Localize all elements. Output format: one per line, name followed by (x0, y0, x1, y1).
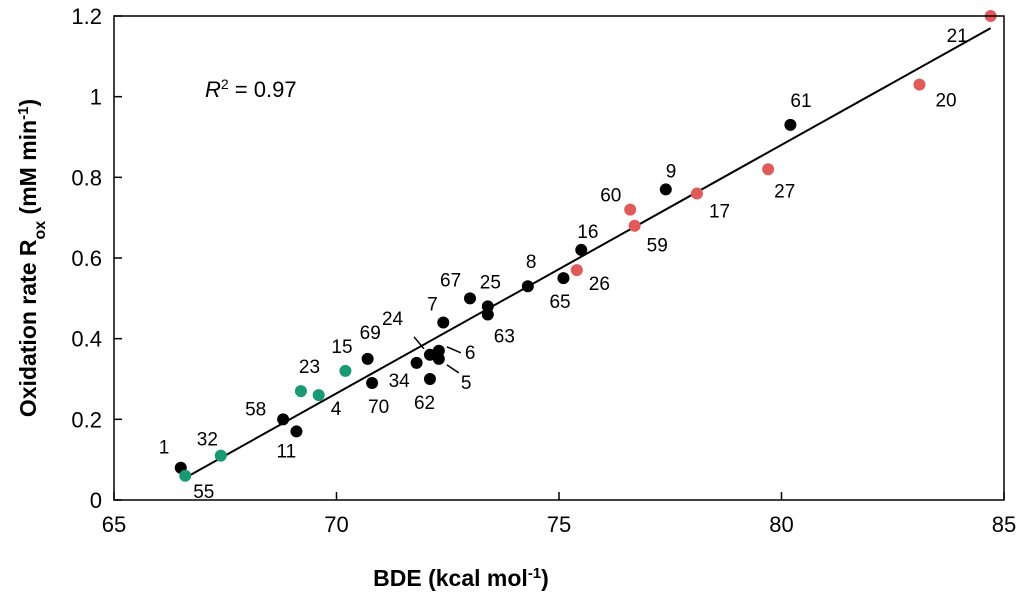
data-point-5 (432, 352, 445, 365)
r-squared-annotation: R2 = 0.97 (205, 76, 297, 102)
leader-line-24 (413, 336, 425, 350)
data-point-32 (214, 449, 227, 462)
data-point-60 (624, 203, 637, 216)
point-label-32: 32 (197, 430, 218, 451)
y-axis-title-main: Oxidation rate R (15, 239, 41, 417)
point-label-23: 23 (299, 357, 320, 378)
y-axis-title-sup: -1 (15, 107, 32, 120)
point-label-59: 59 (647, 236, 668, 257)
point-label-61: 61 (790, 91, 811, 112)
point-label-65: 65 (549, 292, 570, 313)
point-label-8: 8 (526, 252, 537, 273)
data-point-27 (762, 163, 775, 176)
point-label-15: 15 (331, 337, 352, 358)
data-point-63 (481, 308, 494, 321)
point-label-62: 62 (414, 393, 435, 414)
data-point-11 (290, 425, 303, 438)
point-label-1: 1 (159, 438, 170, 459)
y-axis-title-tail: ) (15, 99, 41, 107)
data-point-69 (361, 352, 374, 365)
y-tick-label: 0 (90, 488, 102, 513)
regression-line (184, 27, 992, 479)
point-label-5: 5 (461, 373, 472, 394)
x-axis-title: BDE (kcal mol-1) (373, 565, 549, 592)
point-label-27: 27 (774, 181, 795, 202)
y-axis-title-sub: ox (32, 221, 49, 240)
data-point-23 (294, 385, 307, 398)
x-axis-title-sup: -1 (528, 565, 541, 582)
y-tick-label: 0.8 (71, 165, 102, 190)
point-label-7: 7 (427, 295, 438, 316)
point-label-63: 63 (494, 326, 515, 347)
data-point-61 (784, 118, 797, 131)
data-point-15 (339, 364, 352, 377)
x-axis-title-main: BDE (kcal mol (373, 565, 528, 591)
y-axis-title: Oxidation rate Rox (mM min-1) (15, 99, 49, 417)
data-point-62 (423, 373, 436, 385)
data-point-26 (570, 264, 583, 277)
point-label-9: 9 (666, 161, 677, 182)
data-point-4 (312, 389, 325, 402)
data-point-16 (575, 243, 588, 256)
data-point-67 (464, 292, 476, 305)
point-label-16: 16 (577, 222, 598, 243)
x-tick-label: 80 (769, 512, 793, 537)
point-label-11: 11 (276, 441, 296, 462)
leader-line-6 (446, 346, 462, 354)
data-point-34 (410, 356, 423, 369)
x-tick-label: 70 (324, 512, 348, 537)
leader-line-5 (446, 364, 460, 374)
point-label-26: 26 (589, 274, 610, 295)
y-tick-label: 0.6 (71, 246, 102, 271)
point-label-17: 17 (709, 201, 730, 222)
point-label-69: 69 (360, 323, 381, 344)
data-point-59 (628, 219, 641, 232)
point-label-58: 58 (245, 399, 266, 420)
point-label-55: 55 (193, 482, 214, 503)
point-label-24: 24 (382, 309, 404, 330)
data-point-58 (277, 413, 290, 426)
point-label-34: 34 (389, 371, 411, 392)
r-squared-value: = 0.97 (229, 77, 297, 102)
x-axis-title-tail: ) (541, 565, 549, 591)
data-point-55 (179, 469, 192, 482)
y-tick-label: 0.2 (71, 407, 102, 432)
data-point-9 (659, 183, 672, 196)
point-label-67: 67 (440, 270, 461, 291)
x-tick-label: 85 (992, 512, 1016, 537)
data-point-8 (521, 280, 534, 293)
data-point-65 (557, 272, 570, 285)
data-point-17 (690, 187, 703, 200)
point-label-70: 70 (368, 397, 389, 418)
y-tick-label: 1.2 (71, 4, 102, 29)
x-tick-label: 75 (547, 512, 571, 537)
r-squared-sup: 2 (221, 76, 229, 92)
point-label-20: 20 (935, 91, 956, 112)
point-label-6: 6 (465, 343, 476, 364)
data-point-70 (366, 377, 379, 390)
point-label-21: 21 (947, 26, 968, 47)
x-tick-label: 65 (102, 512, 126, 537)
data-point-7 (437, 316, 450, 329)
y-axis-title-mid: (mM min (15, 120, 41, 221)
point-label-25: 25 (480, 272, 501, 293)
point-label-60: 60 (600, 186, 621, 207)
y-tick-label: 1 (90, 85, 102, 110)
point-label-4: 4 (331, 399, 342, 420)
r-squared-symbol: R (205, 77, 221, 102)
y-tick-label: 0.4 (71, 327, 102, 352)
data-point-20 (913, 78, 926, 91)
